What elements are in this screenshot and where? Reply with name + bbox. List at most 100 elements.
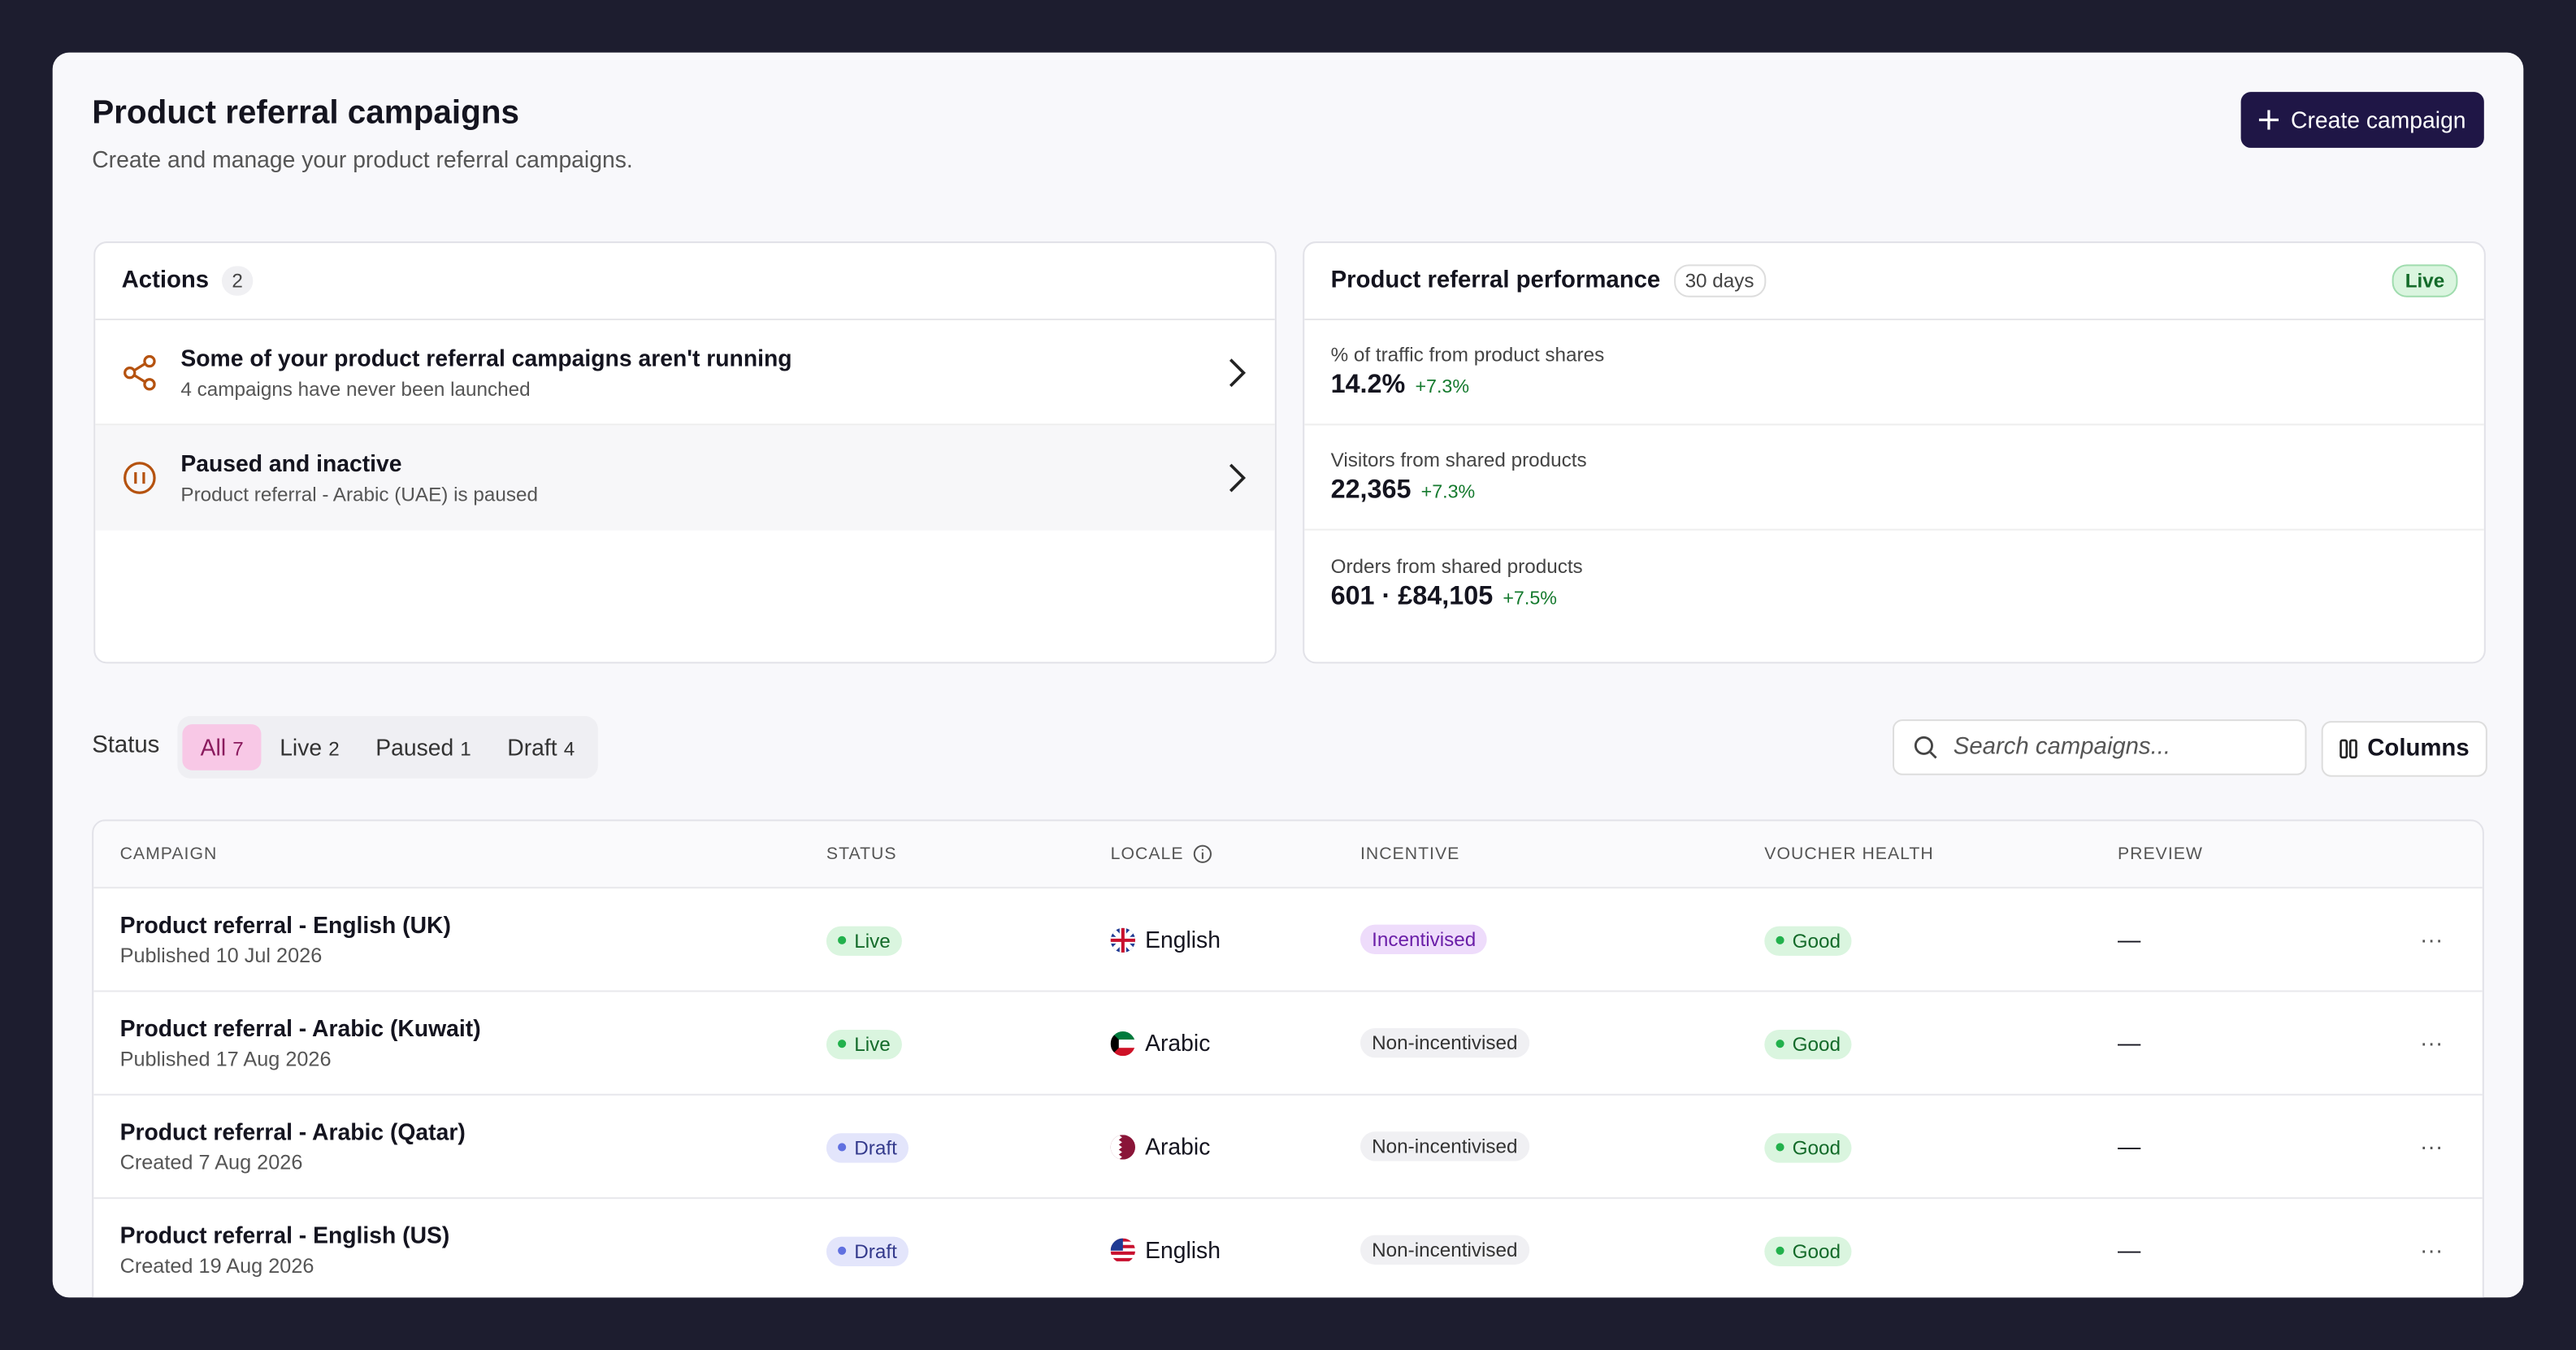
columns-icon	[2340, 739, 2357, 759]
tab[interactable]: All 7	[182, 724, 262, 770]
metric-change: +7.3%	[1415, 377, 1470, 398]
performance-title: Product referral performance	[1330, 267, 1661, 294]
action-title: Some of your product referral campaigns …	[180, 344, 792, 371]
table-row[interactable]: Product referral - English (US) Created 1…	[93, 1199, 2483, 1297]
row-menu[interactable]: ···	[2419, 1133, 2444, 1160]
status-text: Draft	[854, 1135, 897, 1160]
actions-header: Actions 2	[95, 243, 1275, 321]
status-label: Status	[92, 732, 160, 759]
performance-panel: Product referral performance 30 days Live …	[1303, 241, 2486, 664]
row-menu[interactable]: ···	[2419, 1029, 2444, 1057]
metric: Orders from shared products 601 · £84,105…	[1304, 531, 2484, 636]
locale-text: English	[1145, 926, 1221, 953]
metric-value: 601 · £84,105	[1330, 582, 1494, 610]
tab-label: Live	[280, 734, 323, 761]
row-menu[interactable]: ···	[2419, 1236, 2444, 1263]
campaign-name: Product referral - Arabic (Kuwait)	[119, 1014, 481, 1042]
metric-label: Visitors from shared products	[1330, 448, 1587, 471]
column-header: CAMPAIGN	[119, 844, 218, 864]
voucher-text: Good	[1792, 929, 1841, 953]
action-title: Paused and inactive	[180, 449, 402, 477]
metric-value: 22,365	[1330, 476, 1412, 505]
create-button-label: Create campaign	[2291, 106, 2466, 133]
campaign-date: Created 7 Aug 2026	[119, 1151, 303, 1174]
tab[interactable]: Live 2	[262, 724, 358, 770]
voucher-pill: Good	[1764, 1029, 1853, 1059]
chevron	[1229, 358, 1247, 387]
flag-qatar	[1110, 1134, 1135, 1159]
create-button[interactable]: Create campaign	[2241, 92, 2484, 148]
locale-text: Arabic	[1145, 1029, 1211, 1057]
action-subtitle: 4 campaigns have never been launched	[180, 376, 531, 401]
table-row[interactable]: Product referral - English (UK) Published…	[93, 888, 2483, 992]
campaign-date: Published 10 Jul 2026	[119, 944, 323, 968]
columns-label: Columns	[2367, 736, 2470, 762]
table-header: CAMPAIGN STATUS LOCALE INCENTIVE VOUCHER…	[93, 821, 2483, 889]
tab[interactable]: Paused 1	[358, 724, 489, 770]
action-item[interactable]: Some of your product referral campaigns …	[95, 320, 1275, 426]
metric: % of traffic from product shares 14.2% +7.…	[1304, 320, 2484, 426]
column-header-label: LOCALE	[1110, 844, 1184, 864]
column-header: LOCALE	[1111, 844, 1360, 864]
voucher-pill: Good	[1764, 1132, 1853, 1163]
row-menu[interactable]: ···	[2419, 926, 2444, 953]
table-row[interactable]: Product referral - Arabic (Qatar) Created…	[93, 1096, 2483, 1200]
plus-icon	[2259, 110, 2279, 130]
column-header: INCENTIVE	[1360, 844, 1460, 864]
metric-value: 14.2%	[1330, 371, 1406, 400]
voucher-pill: Good	[1764, 1236, 1853, 1266]
status-pill: Draft	[826, 1132, 909, 1163]
live-badge: Live	[2392, 264, 2458, 297]
campaign-date: Published 17 Aug 2026	[119, 1048, 332, 1071]
tab[interactable]: Draft 4	[489, 724, 592, 770]
incentive-pill: Non-incentivised	[1360, 1235, 1529, 1265]
metric: Visitors from shared products 22,365 +7.3%	[1304, 425, 2484, 531]
preview: —	[2117, 1236, 2141, 1263]
search-placeholder: Search campaigns...	[1953, 734, 2171, 761]
campaign-name: Product referral - Arabic (Qatar)	[119, 1118, 466, 1145]
campaign-date: Created 19 Aug 2026	[119, 1254, 314, 1278]
status-tabs: All 7 Live 2 Paused 1 Draft 4	[177, 716, 598, 779]
status-pill: Draft	[826, 1236, 909, 1266]
campaign-name: Product referral - English (UK)	[119, 911, 451, 938]
flag-uk	[1110, 927, 1135, 952]
locale-text: Arabic	[1145, 1133, 1211, 1160]
incentive-pill: Incentivised	[1360, 924, 1488, 955]
metric-change: +7.3%	[1420, 483, 1476, 503]
main-card: Product referral campaigns Create and ma…	[52, 52, 2524, 1298]
voucher-text: Good	[1792, 1239, 1841, 1263]
action-item[interactable]: Paused and inactive Product referral - Ar…	[95, 425, 1275, 531]
column-header: PREVIEW	[2117, 844, 2203, 864]
chevron	[1229, 463, 1247, 493]
info-icon	[1194, 844, 1212, 863]
status-pill: Live	[826, 1029, 902, 1059]
tab-label: Draft	[507, 734, 557, 761]
campaign-name: Product referral - English (US)	[119, 1222, 450, 1248]
tab-count: 4	[563, 737, 575, 761]
search-box[interactable]: Search campaigns...	[1892, 719, 2307, 775]
incentive-pill: Non-incentivised	[1360, 1131, 1529, 1161]
flag-kuwait	[1110, 1030, 1135, 1056]
period-badge: 30 days	[1673, 264, 1766, 297]
actions-count: 2	[222, 266, 254, 296]
metric-label: Orders from shared products	[1330, 553, 1583, 578]
actions-title: Actions	[121, 267, 210, 294]
status-pill: Live	[826, 926, 902, 956]
table-row[interactable]: Product referral - Arabic (Kuwait) Publis…	[93, 992, 2483, 1096]
columns-button[interactable]: Columns	[2321, 721, 2487, 777]
tab-label: All	[200, 734, 227, 761]
actions-panel: Actions 2 Some of your product referral c…	[93, 241, 1277, 664]
page-title: Product referral campaigns	[92, 95, 520, 132]
voucher-pill: Good	[1764, 926, 1853, 956]
tab-count: 7	[232, 737, 244, 761]
tab-label: Paused	[375, 734, 454, 761]
metric-label: % of traffic from product shares	[1330, 343, 1605, 367]
incentive-pill: Non-incentivised	[1360, 1027, 1529, 1058]
preview: —	[2117, 926, 2141, 953]
action-subtitle: Product referral - Arabic (UAE) is pause…	[180, 483, 538, 506]
locale-text: English	[1145, 1236, 1221, 1263]
performance-header: Product referral performance 30 days Live	[1304, 243, 2484, 321]
status-text: Live	[854, 1032, 891, 1056]
